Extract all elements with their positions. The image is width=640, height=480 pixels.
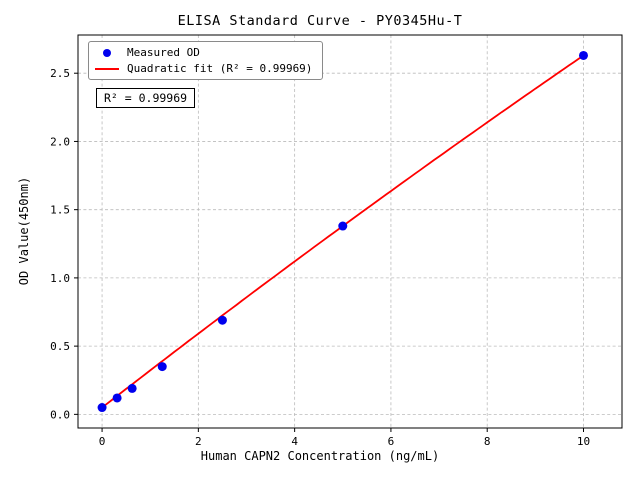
legend-label-measured-od: Measured OD xyxy=(127,46,200,59)
legend-label-quadratic-fit: Quadratic fit (R² = 0.99969) xyxy=(127,62,313,75)
y-axis-label: OD Value(450nm) xyxy=(17,176,31,286)
line-marker-icon xyxy=(93,67,121,70)
data-point xyxy=(217,315,227,325)
data-point xyxy=(338,221,348,231)
data-point xyxy=(97,403,107,413)
scatter-marker-icon xyxy=(93,48,121,57)
y-tick-label: 0.0 xyxy=(50,408,70,421)
chart-title: ELISA Standard Curve - PY0345Hu-T xyxy=(177,13,463,29)
x-tick-label: 10 xyxy=(577,435,590,448)
plot-border xyxy=(77,34,623,429)
data-point xyxy=(112,393,122,403)
legend: Measured OD Quadratic fit (R² = 0.99969) xyxy=(88,41,324,80)
legend-entry-quadratic-fit: Quadratic fit (R² = 0.99969) xyxy=(93,62,312,75)
y-tick-label: 2.5 xyxy=(50,67,70,80)
y-tick-label: 2.0 xyxy=(50,135,70,148)
y-tick-label: 0.5 xyxy=(50,340,70,353)
data-point xyxy=(127,383,137,393)
y-tick-label: 1.0 xyxy=(50,272,70,285)
fit-line xyxy=(101,54,585,409)
x-tick-label: 4 xyxy=(291,435,298,448)
data-point xyxy=(157,362,167,372)
x-axis-label: Human CAPN2 Concentration (ng/mL) xyxy=(200,449,440,463)
x-tick-label: 2 xyxy=(195,435,202,448)
y-tick-label: 1.5 xyxy=(50,204,70,217)
x-tick-label: 8 xyxy=(484,435,491,448)
legend-entry-measured-od: Measured OD xyxy=(93,46,312,59)
x-tick-label: 6 xyxy=(388,435,395,448)
data-point xyxy=(578,50,588,60)
x-tick-label: 0 xyxy=(99,435,106,448)
r-squared-annotation: R² = 0.99969 xyxy=(96,88,196,108)
